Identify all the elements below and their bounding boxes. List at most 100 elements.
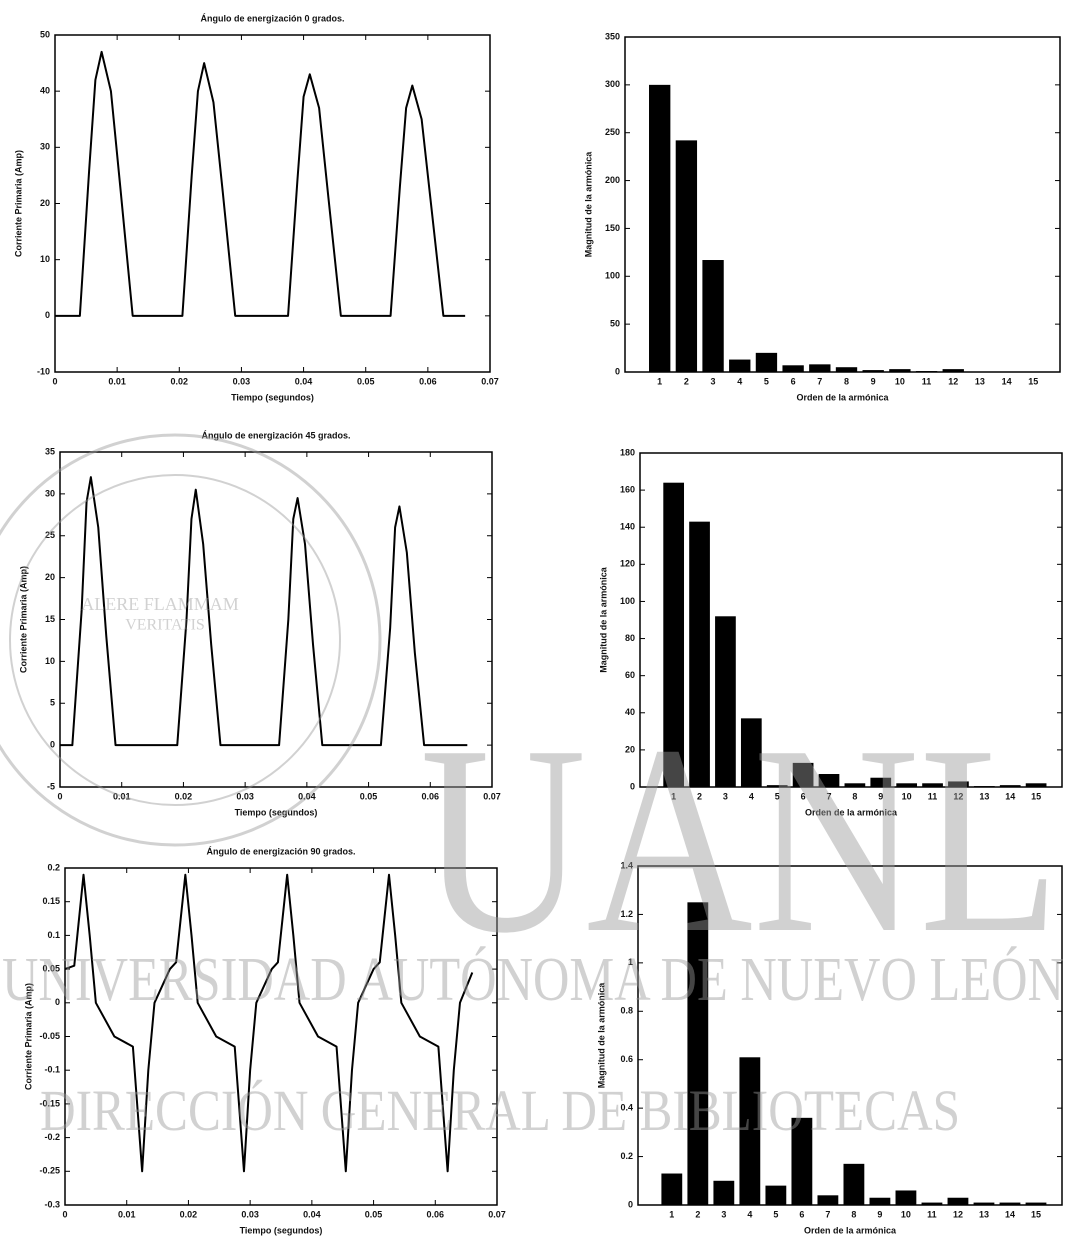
- bar: [687, 902, 709, 1205]
- x-tick-label: 0.06: [419, 376, 437, 386]
- y-tick-label: -0.1: [44, 1065, 60, 1075]
- y-tick-label: 50: [40, 29, 50, 39]
- y-tick-label: 1.2: [620, 909, 633, 919]
- x-tick-label: 9: [878, 791, 883, 801]
- x-tick-label: 0.06: [427, 1209, 445, 1219]
- y-tick-label: 20: [40, 198, 50, 208]
- x-tick-label: 12: [953, 791, 963, 801]
- bar: [999, 785, 1021, 787]
- x-tick-label: 2: [684, 376, 689, 386]
- x-tick-label: 1: [669, 1209, 674, 1219]
- x-tick-label: 8: [852, 791, 857, 801]
- x-axis-label: Tiempo (segundos): [231, 392, 314, 402]
- x-tick-label: 0.05: [360, 791, 378, 801]
- y-tick-label: 50: [610, 319, 620, 329]
- bar: [844, 783, 866, 787]
- y-tick-label: 40: [40, 86, 50, 96]
- y-tick-label: 180: [620, 447, 635, 457]
- x-tick-label: 7: [826, 791, 831, 801]
- x-tick-label: 9: [877, 1209, 882, 1219]
- chart-title: Ángulo de energización 0 grados.: [200, 13, 344, 23]
- y-tick-label: 160: [620, 484, 635, 494]
- charts: Ángulo de energización 0 grados. Tiempo (…: [13, 13, 1063, 1235]
- y-tick-label: 100: [605, 271, 620, 281]
- x-tick-label: 3: [711, 376, 716, 386]
- y-tick-label: 120: [620, 559, 635, 569]
- bar: [818, 774, 840, 787]
- x-tick-label: 0.07: [481, 376, 499, 386]
- y-tick-label: 0: [50, 740, 55, 750]
- y-tick-label: 25: [45, 530, 55, 540]
- y-tick-label: 250: [605, 127, 620, 137]
- y-tick-label: 80: [625, 633, 635, 643]
- chart-title: Ángulo de energización 90 grados.: [206, 846, 355, 856]
- bar: [870, 777, 892, 787]
- y-tick-label: 200: [605, 175, 620, 185]
- x-tick-label: 14: [1005, 1209, 1015, 1219]
- x-tick-label: 7: [825, 1209, 830, 1219]
- bar: [715, 616, 736, 787]
- y-tick-label: -0.2: [44, 1132, 60, 1142]
- y-tick-label: 150: [605, 223, 620, 233]
- y-tick-label: 0: [628, 1199, 633, 1209]
- y-axis-label: Corriente Primaria (Amp): [13, 150, 23, 257]
- y-axis-label: Corriente Primaria (Amp): [23, 983, 33, 1090]
- watermark-logo: UANL: [420, 690, 1060, 989]
- y-tick-label: 140: [620, 522, 635, 532]
- y-tick-label: 0.2: [47, 862, 60, 872]
- bar: [739, 1057, 761, 1205]
- x-tick-label: 0.05: [365, 1209, 383, 1219]
- y-tick-label: 1: [628, 957, 633, 967]
- x-tick-label: 0.06: [422, 791, 440, 801]
- bar: [782, 365, 804, 372]
- bar: [942, 369, 964, 372]
- y-tick-label: 35: [45, 446, 55, 456]
- y-tick-label: 15: [45, 614, 55, 624]
- bar: [663, 482, 685, 787]
- x-axis-label: Orden de la armónica: [796, 392, 889, 402]
- watermark-university: UNIVERSIDAD AUTÓNOMA DE NUEVO LEÓN: [2, 946, 1064, 1014]
- y-tick-label: 20: [45, 572, 55, 582]
- x-tick-label: 1: [657, 376, 662, 386]
- watermark: ALERE FLAMMAM VERITATIS UANL UNIVERSIDAD…: [0, 433, 1064, 1143]
- y-tick-label: 20: [625, 744, 635, 754]
- bar: [915, 371, 938, 372]
- x-tick-label: 9: [871, 376, 876, 386]
- y-tick-label: 0.15: [42, 896, 60, 906]
- bar: [740, 718, 762, 787]
- bar: [661, 1173, 683, 1205]
- y-tick-label: 0: [615, 366, 620, 376]
- x-tick-label: 0: [62, 1209, 67, 1219]
- x-axis-label: Orden de la armónica: [805, 807, 898, 817]
- y-tick-label: 40: [625, 707, 635, 717]
- x-tick-label: 1: [671, 791, 676, 801]
- y-tick-label: -0.3: [44, 1199, 60, 1209]
- x-tick-label: 0: [57, 791, 62, 801]
- x-tick-label: 0.01: [113, 791, 131, 801]
- x-tick-label: 10: [901, 1209, 911, 1219]
- bar: [791, 1117, 813, 1205]
- bar: [1025, 1202, 1047, 1205]
- x-tick-label: 11: [922, 376, 932, 386]
- waveform: [64, 873, 474, 1173]
- x-tick-label: 13: [975, 376, 985, 386]
- y-tick-label: 10: [40, 254, 50, 264]
- seal-ring: [9, 474, 341, 806]
- x-tick-label: 0.02: [171, 376, 189, 386]
- x-tick-label: 0.03: [236, 791, 254, 801]
- x-tick-label: 0.03: [241, 1209, 259, 1219]
- bar: [973, 1202, 995, 1205]
- bar: [1025, 783, 1047, 787]
- y-tick-label: 0: [55, 997, 60, 1007]
- x-tick-label: 12: [953, 1209, 963, 1219]
- x-tick-label: 14: [1005, 791, 1015, 801]
- y-axis-label: Corriente Primaria (Amp): [18, 566, 28, 673]
- bar: [843, 1163, 865, 1205]
- x-tick-label: 5: [775, 791, 780, 801]
- y-tick-label: -0.05: [39, 1031, 60, 1041]
- y-tick-label: 30: [40, 142, 50, 152]
- y-axis-label: Magnitud de la armónica: [598, 566, 608, 673]
- seal-text: VERITATIS: [125, 617, 205, 634]
- bar: [973, 786, 995, 787]
- y-tick-label: -5: [47, 781, 55, 791]
